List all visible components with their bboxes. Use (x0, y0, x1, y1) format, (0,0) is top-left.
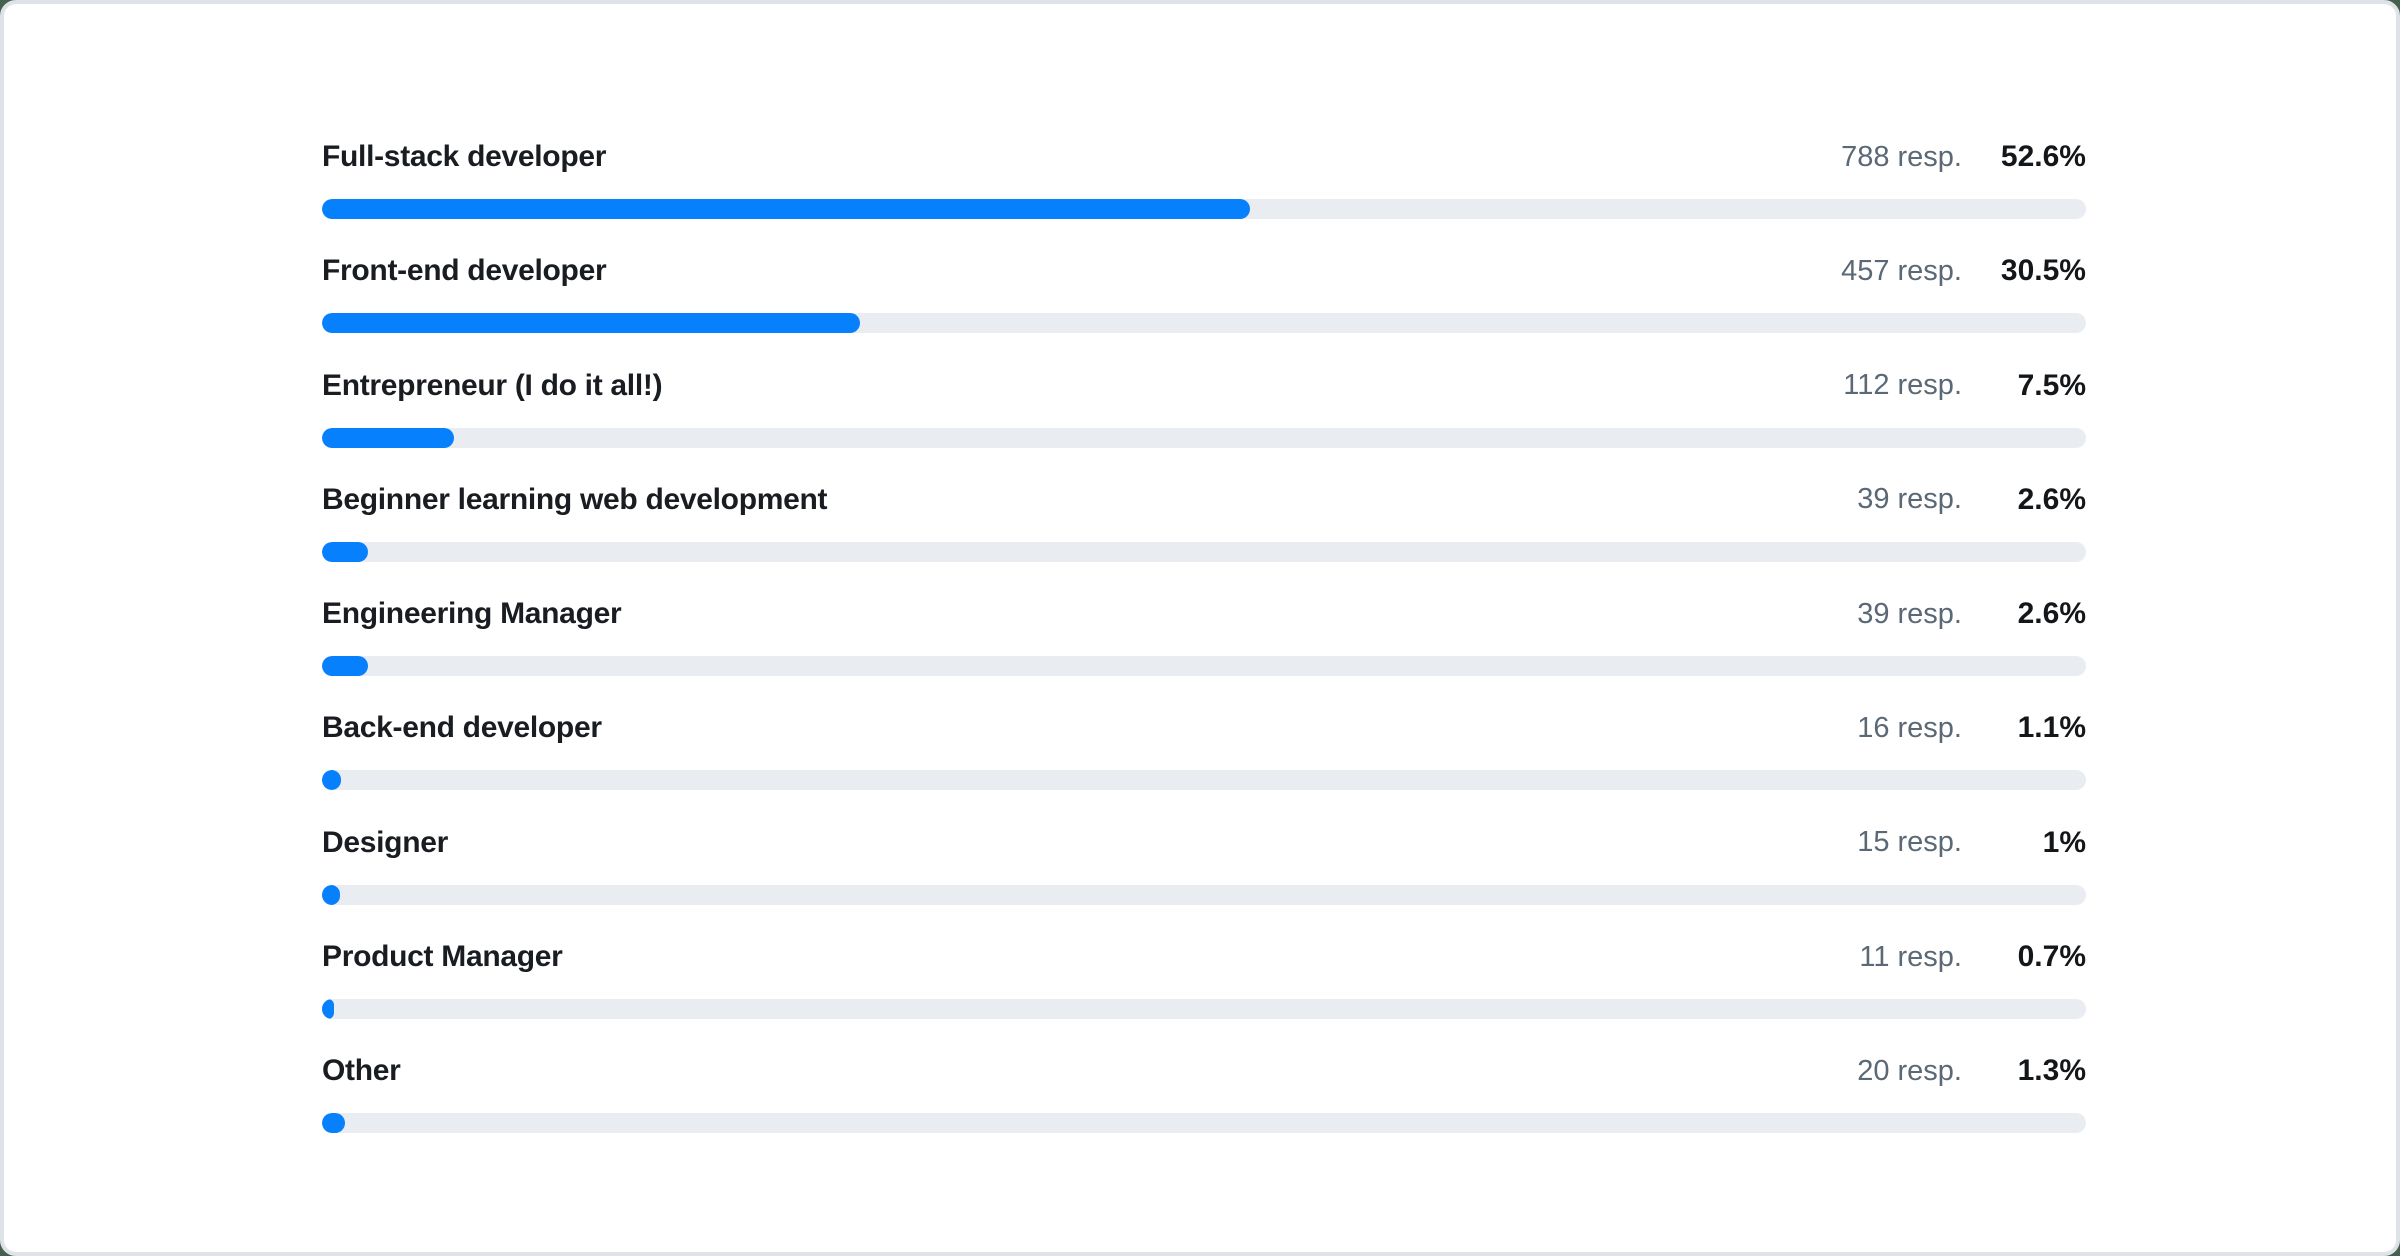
answer-label: Engineering Manager (322, 597, 622, 631)
response-count: 16 resp. (1857, 711, 1962, 744)
bar-track (322, 884, 2086, 905)
result-row-header: Full-stack developer 788 resp. 52.6% (322, 135, 2086, 179)
percent-value: 30.5% (2000, 254, 2086, 288)
result-values: 39 resp. 2.6% (1857, 483, 2086, 517)
result-row-header: Other 20 resp. 1.3% (322, 1049, 2086, 1093)
result-row: Back-end developer 16 resp. 1.1% (322, 706, 2086, 820)
percent-value: 1% (2042, 825, 2086, 859)
results-list: Full-stack developer 788 resp. 52.6% Fro… (322, 135, 2086, 1164)
result-row-header: Front-end developer 457 resp. 30.5% (322, 249, 2086, 293)
result-row: Front-end developer 457 resp. 30.5% (322, 249, 2086, 363)
percent-value: 1.1% (2017, 711, 2086, 745)
result-row: Full-stack developer 788 resp. 52.6% (322, 135, 2086, 249)
result-values: 11 resp. 0.7% (1859, 940, 2086, 974)
response-count: 112 resp. (1843, 369, 1962, 402)
bar-fill (322, 656, 368, 677)
result-values: 20 resp. 1.3% (1857, 1054, 2086, 1088)
bar-fill (322, 313, 861, 334)
response-count: 457 resp. (1841, 254, 1962, 287)
response-count: 20 resp. (1857, 1054, 1962, 1087)
bar-track (322, 541, 2086, 562)
result-row: Other 20 resp. 1.3% (322, 1049, 2086, 1163)
result-values: 788 resp. 52.6% (1841, 140, 2086, 174)
percent-value: 52.6% (2000, 140, 2086, 173)
percent-value: 2.6% (2017, 597, 2086, 631)
result-row: Beginner learning web development 39 res… (322, 478, 2086, 592)
result-row: Entrepreneur (I do it all!) 112 resp. 7.… (322, 364, 2086, 478)
result-row: Product Manager 11 resp. 0.7% (322, 935, 2086, 1049)
bar-track (322, 199, 2086, 219)
bar-track (322, 427, 2086, 448)
answer-label: Front-end developer (322, 254, 607, 288)
bar-fill (322, 884, 340, 905)
bar-fill (322, 1113, 345, 1134)
percent-value: 1.3% (2017, 1054, 2086, 1088)
result-row-header: Engineering Manager 39 resp. 2.6% (322, 592, 2086, 636)
bar-fill (322, 999, 335, 1020)
answer-label: Full-stack developer (322, 140, 607, 173)
result-row-header: Product Manager 11 resp. 0.7% (322, 935, 2086, 979)
bar-track (322, 1113, 2086, 1134)
answer-label: Back-end developer (322, 711, 602, 745)
bar-track (322, 999, 2086, 1020)
percent-value: 7.5% (2017, 368, 2086, 402)
result-values: 457 resp. 30.5% (1841, 254, 2086, 288)
percent-value: 2.6% (2017, 482, 2086, 516)
response-count: 15 resp. (1857, 826, 1962, 859)
bar-fill (322, 770, 342, 791)
result-values: 39 resp. 2.6% (1857, 597, 2086, 631)
response-count: 788 resp. (1841, 140, 1962, 173)
answer-label: Beginner learning web development (322, 482, 828, 516)
result-values: 15 resp. 1% (1857, 826, 2086, 860)
result-row-header: Entrepreneur (I do it all!) 112 resp. 7.… (322, 364, 2086, 408)
answer-label: Other (322, 1054, 401, 1088)
bar-fill (322, 541, 368, 562)
answer-label: Entrepreneur (I do it all!) (322, 368, 663, 402)
bar-track (322, 656, 2086, 677)
response-count: 11 resp. (1859, 940, 1962, 973)
response-count: 39 resp. (1857, 597, 1962, 630)
bar-fill (322, 199, 1250, 219)
percent-value: 0.7% (2017, 940, 2086, 974)
response-count: 39 resp. (1857, 483, 1962, 516)
bar-fill (322, 427, 455, 448)
answer-label: Product Manager (322, 940, 563, 974)
bar-track (322, 770, 2086, 791)
result-values: 16 resp. 1.1% (1857, 711, 2086, 745)
result-values: 112 resp. 7.5% (1843, 369, 2086, 403)
result-row-header: Designer 15 resp. 1% (322, 821, 2086, 865)
result-row: Engineering Manager 39 resp. 2.6% (322, 592, 2086, 706)
result-row-header: Beginner learning web development 39 res… (322, 478, 2086, 522)
bar-track (322, 313, 2086, 334)
result-row-header: Back-end developer 16 resp. 1.1% (322, 706, 2086, 750)
answer-label: Designer (322, 825, 448, 859)
result-row: Designer 15 resp. 1% (322, 821, 2086, 935)
